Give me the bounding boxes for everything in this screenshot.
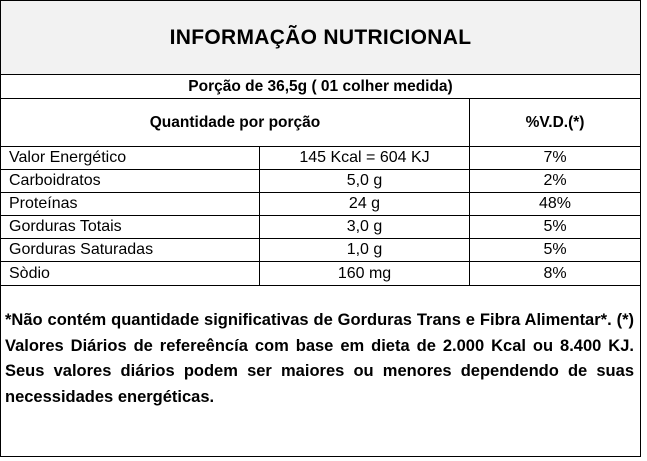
nutrient-amount: 1,0 g [260, 239, 470, 261]
table-row: Proteínas 24 g 48% [1, 193, 640, 216]
nutrient-vd: 2% [543, 172, 567, 189]
nutrient-vd: 5% [543, 218, 567, 235]
nutrient-amount: 24 g [260, 193, 470, 215]
nutrient-rows: Valor Energético 145 Kcal = 604 KJ 7% Ca… [1, 147, 640, 286]
table-row: Sòdio 160 mg 8% [1, 262, 640, 286]
nutrient-vd: 5% [543, 241, 567, 258]
table-row: Valor Energético 145 Kcal = 604 KJ 7% [1, 147, 640, 170]
nutrient-vd: 48% [538, 195, 572, 212]
table-title: INFORMAÇÃO NUTRICIONAL [1, 1, 640, 75]
nutrient-name: Gorduras Totais [1, 216, 260, 238]
footnote: *Não contém quantidade significativas de… [5, 311, 634, 406]
nutrient-name: Proteínas [1, 193, 260, 215]
table-row: Gorduras Totais 3,0 g 5% [1, 216, 640, 239]
nutrient-amount: 3,0 g [260, 216, 470, 238]
table-row: Gorduras Saturadas 1,0 g 5% [1, 239, 640, 262]
table-row: Carboidratos 5,0 g 2% [1, 170, 640, 193]
nutrient-name: Valor Energético [1, 147, 260, 169]
portion-size: Porção de 36,5g ( 01 colher medida) [1, 75, 640, 99]
nutrient-vd: 7% [543, 149, 567, 166]
nutrient-vd: 8% [543, 264, 567, 282]
nutrient-amount: 160 mg [260, 262, 470, 285]
nutrient-name: Carboidratos [1, 170, 260, 192]
nutrient-name: Sòdio [1, 262, 260, 285]
nutrient-amount: 5,0 g [260, 170, 470, 192]
nutrient-name: Gorduras Saturadas [1, 239, 260, 261]
table-header: Quantidade por porção %V.D.(*) [1, 99, 640, 147]
vd-header: %V.D.(*) [525, 113, 585, 131]
nutrient-amount: 145 Kcal = 604 KJ [260, 147, 470, 169]
quantity-header: Quantidade por porção [1, 99, 470, 146]
